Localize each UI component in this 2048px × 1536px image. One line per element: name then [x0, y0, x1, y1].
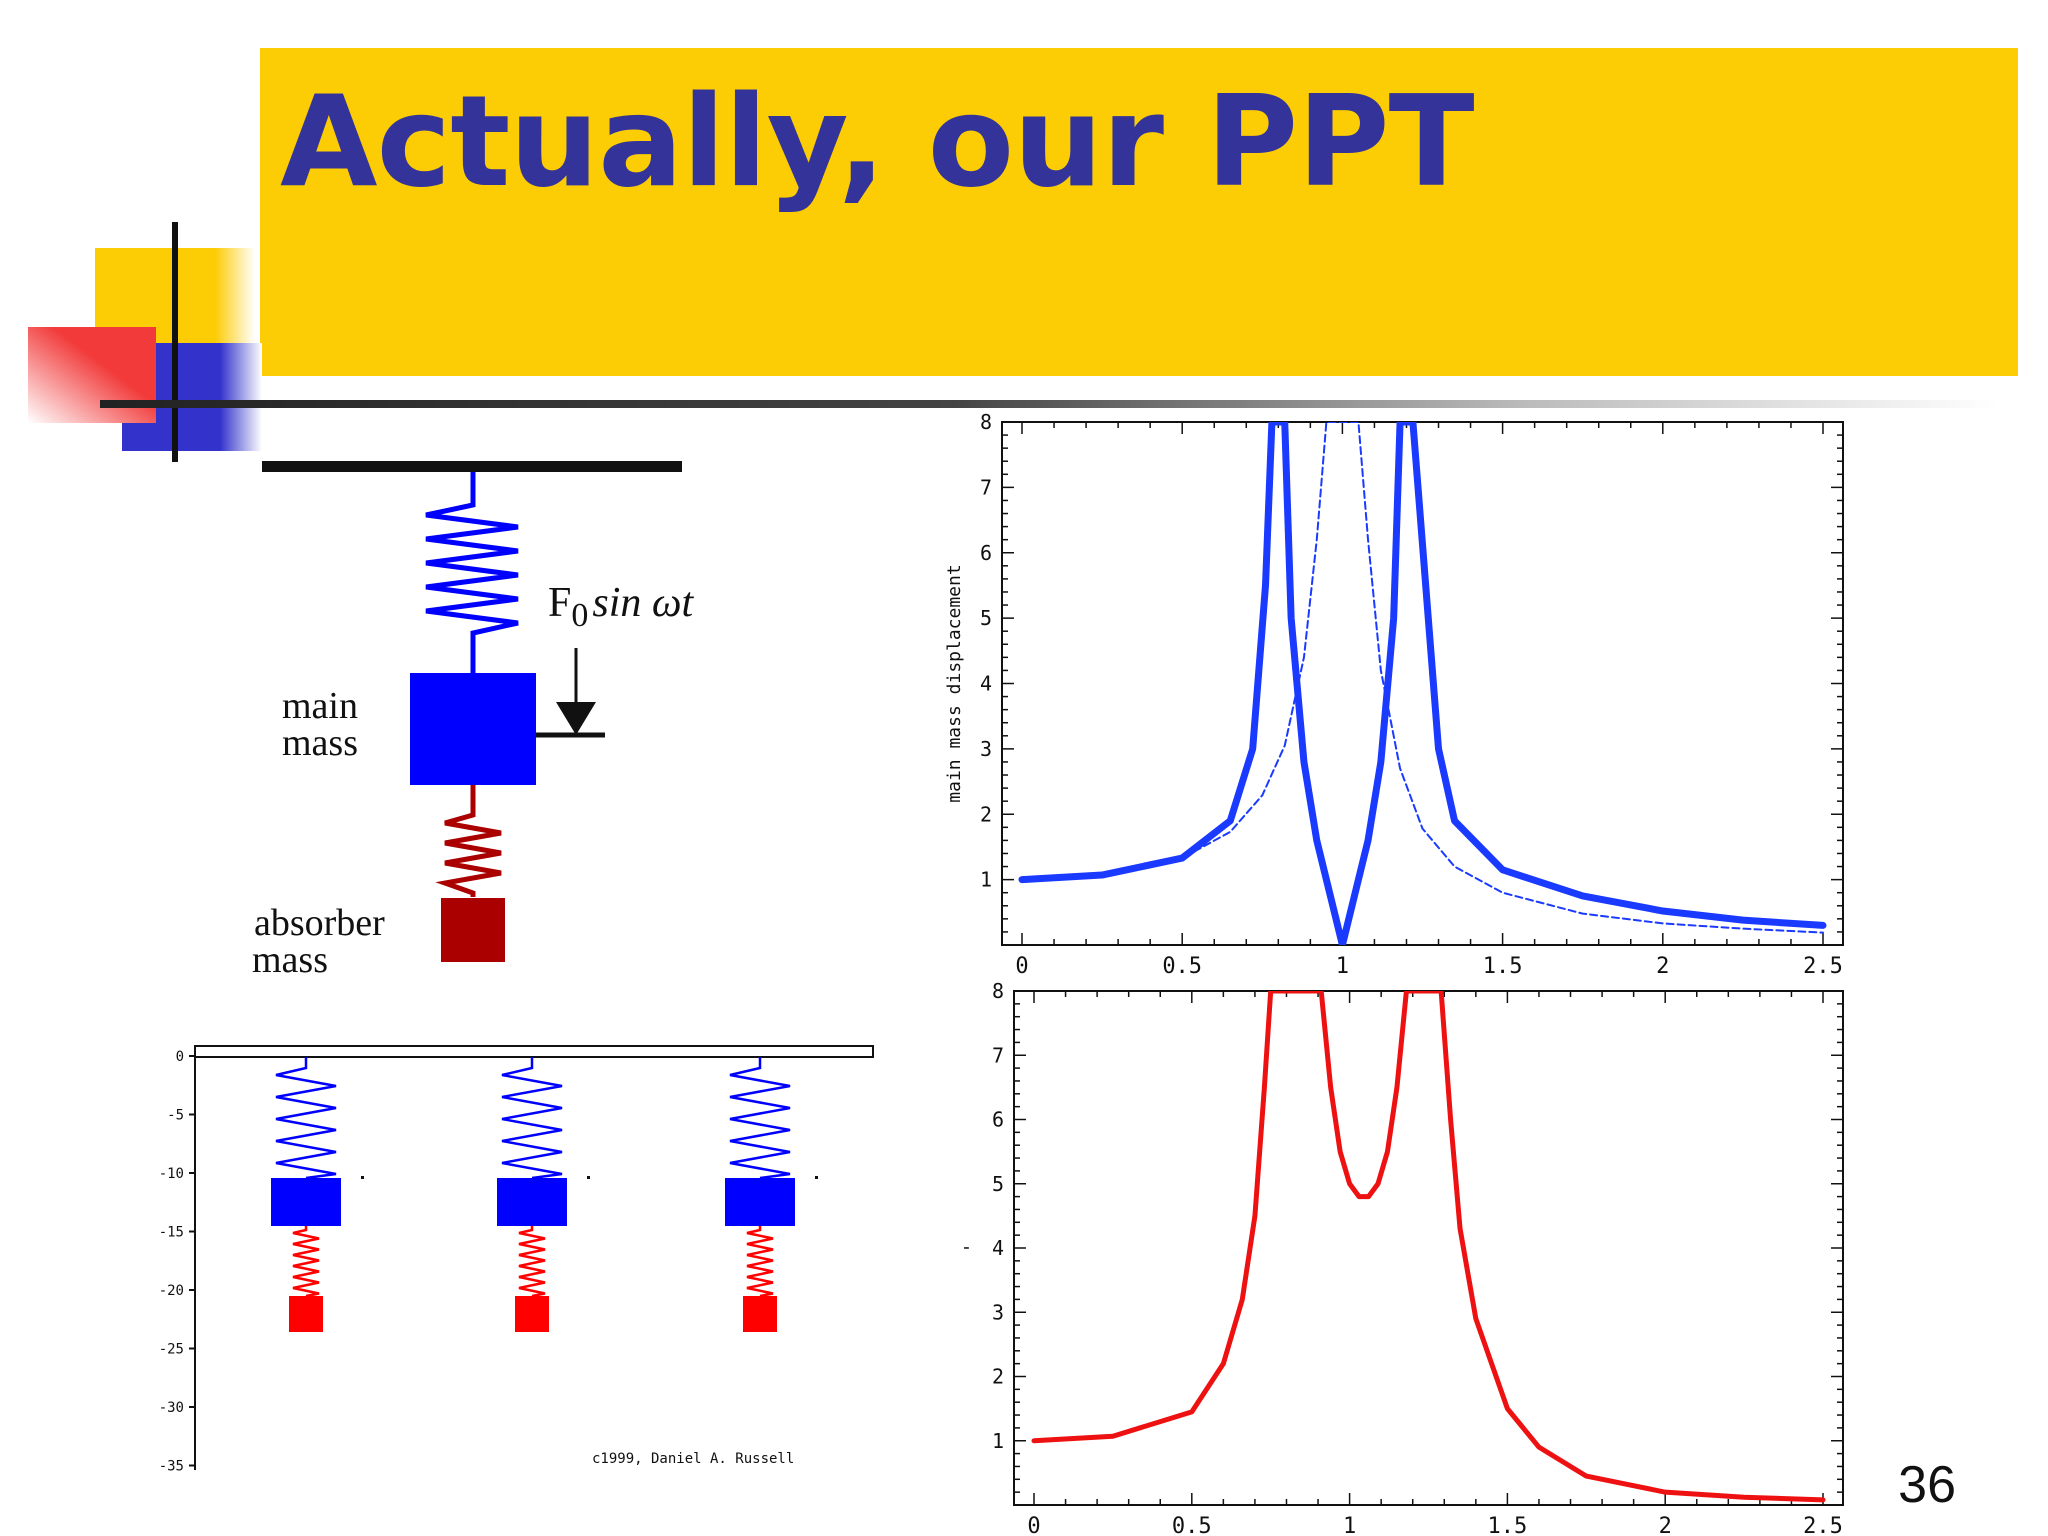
x-tick-label: 1 — [1343, 1514, 1356, 1536]
x-tick-label: 1 — [1336, 954, 1349, 979]
anim-y-tick-label: 0 — [176, 1049, 184, 1065]
x-tick-label: 0.5 — [1162, 954, 1202, 979]
y-tick-label: 3 — [980, 737, 992, 761]
x-tick-label: 0 — [1027, 1514, 1040, 1536]
x-tick-label: 2 — [1659, 1514, 1672, 1536]
y-tick-label: 7 — [980, 475, 992, 499]
title-divider — [100, 400, 2000, 408]
x-tick-label: 0 — [1015, 954, 1028, 979]
slide-number: 36 — [1898, 1456, 1956, 1514]
anim-dot — [361, 1176, 364, 1179]
absorber-response-chart: 0 0.5 1 1.5 2 2.5 1 2 3 4 5 6 7 8 ' — [961, 979, 1844, 1536]
absorber-mass-block — [441, 898, 505, 962]
absorber-spring — [435, 785, 502, 897]
y-tick-label: 8 — [980, 410, 992, 434]
main-spring — [425, 472, 519, 673]
y-tick-label: 1 — [992, 1429, 1004, 1453]
y-tick-label: 2 — [992, 1365, 1004, 1389]
ceiling-bar — [262, 461, 682, 472]
y-axis-label: ' — [961, 1243, 982, 1254]
anim-absorber-spring — [746, 1226, 774, 1298]
slide-title: Actually, our PPT — [280, 68, 1475, 215]
anim-y-tick-label: -20 — [159, 1283, 184, 1299]
x-tick-label: 2 — [1656, 954, 1669, 979]
title-bar — [260, 48, 2018, 376]
y-tick-label: 7 — [992, 1043, 1004, 1067]
y-axis-label: main mass displacement — [944, 564, 965, 802]
x-tick-label: 0.5 — [1172, 1514, 1212, 1536]
main-mass-block — [410, 673, 536, 785]
y-tick-label: 4 — [992, 1236, 1004, 1260]
x-tick-label: 2.5 — [1803, 1514, 1843, 1536]
anim-y-tick-label: -15 — [159, 1225, 184, 1241]
x-tick-label: 1.5 — [1488, 1514, 1528, 1536]
x-tick-label: 2.5 — [1803, 954, 1843, 979]
y-tick-label: 6 — [980, 541, 992, 565]
y-tick-label: 5 — [980, 606, 992, 630]
y-tick-label: 3 — [992, 1300, 1004, 1324]
anim-main-mass — [725, 1178, 795, 1226]
anim-dot — [815, 1176, 818, 1179]
anim-absorber-spring — [518, 1226, 546, 1298]
absorber-label-line2: mass — [252, 939, 328, 981]
anim-absorber-mass — [515, 1296, 549, 1332]
anim-y-tick-label: -5 — [167, 1108, 184, 1124]
y-tick-label: 2 — [980, 802, 992, 826]
anim-absorber-mass — [289, 1296, 323, 1332]
y-tick-label: 6 — [992, 1108, 1004, 1132]
anim-y-tick-label: -10 — [159, 1166, 184, 1182]
force-label: F0sin ωt — [548, 580, 695, 634]
anim-main-mass — [497, 1178, 567, 1226]
series-line-0 — [1031, 991, 1826, 1503]
absorber-label-line1: absorber — [254, 902, 385, 944]
x-tick-label: 1.5 — [1483, 954, 1523, 979]
anim-absorber-spring — [292, 1226, 320, 1298]
anim-main-spring — [275, 1057, 337, 1180]
y-tick-label: 1 — [980, 868, 992, 892]
main-mass-label-line2: mass — [282, 722, 358, 764]
anim-main-spring — [501, 1057, 563, 1180]
anim-y-tick-label: -30 — [159, 1400, 184, 1416]
anim-absorber-mass — [743, 1296, 777, 1332]
main-mass-displacement-chart: 0 0.5 1 1.5 2 2.5 1 2 3 4 5 6 7 8 main mass displaceme… — [944, 410, 1844, 979]
anim-y-tick-label: -35 — [159, 1459, 184, 1475]
anim-main-spring — [729, 1057, 791, 1180]
y-tick-label: 8 — [992, 979, 1004, 1003]
anim-copyright: c1999, Daniel A. Russell — [592, 1451, 794, 1467]
series-line-1 — [1021, 422, 1824, 934]
deco-vertical-line — [172, 222, 178, 462]
main-mass-label-line1: main — [282, 685, 358, 727]
anim-main-mass — [271, 1178, 341, 1226]
y-tick-label: 4 — [980, 672, 992, 696]
series-line-0 — [1018, 422, 1827, 945]
anim-dot — [587, 1176, 590, 1179]
y-tick-label: 5 — [992, 1172, 1004, 1196]
force-arrow-head — [556, 702, 596, 735]
anim-y-tick-label: -25 — [159, 1342, 184, 1358]
corner-decoration — [28, 222, 262, 462]
